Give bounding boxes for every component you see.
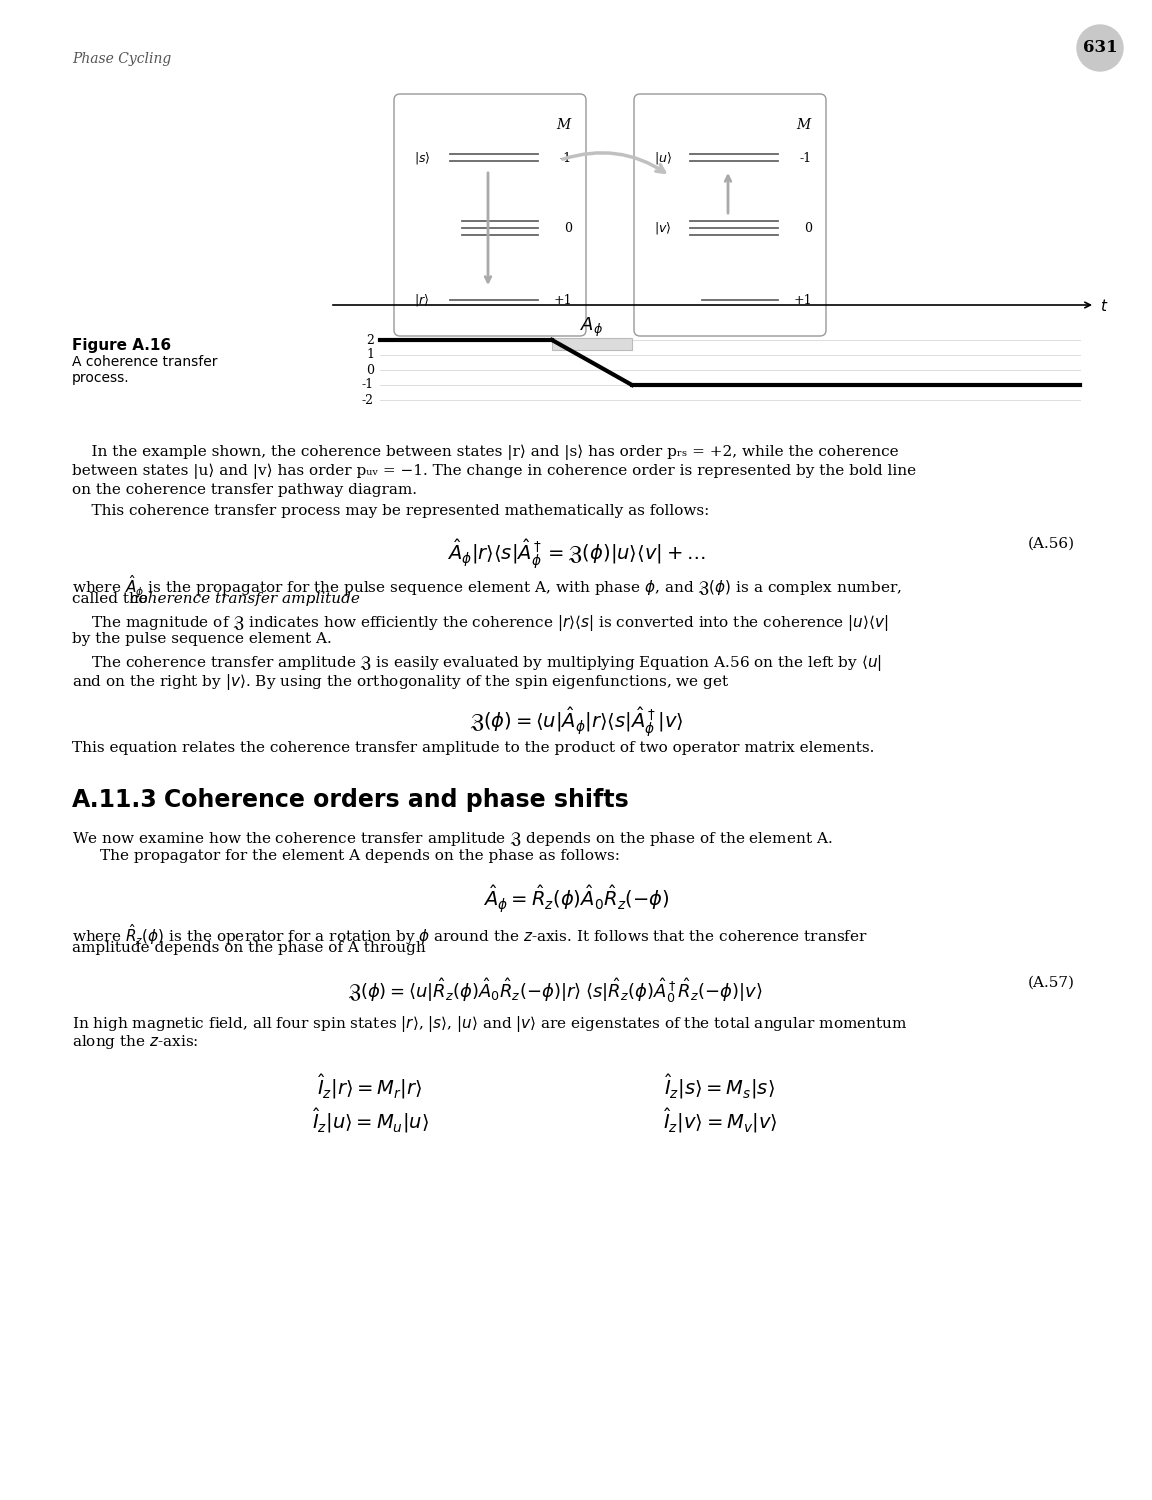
FancyArrowPatch shape	[562, 153, 665, 173]
Text: Figure A.16: Figure A.16	[71, 338, 172, 352]
Text: 631: 631	[1083, 39, 1117, 57]
Text: 0: 0	[804, 222, 812, 234]
Text: $|v\rangle$: $|v\rangle$	[654, 220, 672, 236]
Text: and on the right by $|v\rangle$. By using the orthogonality of the spin eigenfun: and on the right by $|v\rangle$. By usin…	[71, 672, 729, 692]
Text: .: .	[310, 592, 314, 606]
Text: -2: -2	[362, 393, 374, 406]
Text: We now examine how the coherence transfer amplitude $\mathfrak{Z}$ depends on th: We now examine how the coherence transfe…	[71, 830, 833, 848]
Text: process.: process.	[71, 370, 130, 386]
Text: $\hat{A}_\phi = \hat{R}_z(\phi)\hat{A}_0\hat{R}_z(-\phi)$: $\hat{A}_\phi = \hat{R}_z(\phi)\hat{A}_0…	[483, 884, 669, 915]
Text: $\hat{I}_z|s\rangle = M_s|s\rangle$: $\hat{I}_z|s\rangle = M_s|s\rangle$	[665, 1072, 775, 1101]
FancyBboxPatch shape	[394, 94, 586, 336]
Text: (A.57): (A.57)	[1028, 976, 1075, 990]
Text: The magnitude of $\mathfrak{Z}$ indicates how efficiently the coherence $|r\rang: The magnitude of $\mathfrak{Z}$ indicate…	[71, 614, 888, 633]
Text: $\hat{I}_z|u\rangle = M_u|u\rangle$: $\hat{I}_z|u\rangle = M_u|u\rangle$	[311, 1106, 429, 1136]
Bar	[552, 338, 632, 350]
Text: This equation relates the coherence transfer amplitude to the product of two ope: This equation relates the coherence tran…	[71, 741, 874, 754]
Text: A.11.3: A.11.3	[71, 788, 158, 812]
Text: along the $z$-axis:: along the $z$-axis:	[71, 1034, 198, 1052]
Text: 1: 1	[366, 348, 374, 361]
Text: In high magnetic field, all four spin states $|r\rangle$, $|s\rangle$, $|u\rangl: In high magnetic field, all four spin st…	[71, 1014, 908, 1034]
Text: where $\hat{A}_\phi$ is the propagator for the pulse sequence element A, with ph: where $\hat{A}_\phi$ is the propagator f…	[71, 573, 902, 600]
Circle shape	[1077, 26, 1123, 70]
Text: $t$: $t$	[1100, 298, 1108, 314]
FancyBboxPatch shape	[634, 94, 826, 336]
Text: +1: +1	[553, 294, 573, 306]
Text: $\mathfrak{Z}(\phi) = \langle u|\hat{R}_z(\phi)\hat{A}_0\hat{R}_z(-\phi)|r\rangl: $\mathfrak{Z}(\phi) = \langle u|\hat{R}_…	[347, 976, 763, 1005]
Text: Phase Cycling: Phase Cycling	[71, 53, 172, 66]
Text: -1: -1	[362, 378, 374, 392]
Text: +1: +1	[794, 294, 812, 306]
Text: In the example shown, the coherence between states |r⟩ and |s⟩ has order pᵣₛ = +: In the example shown, the coherence betw…	[71, 446, 899, 460]
Text: A coherence transfer: A coherence transfer	[71, 356, 218, 369]
Text: called the: called the	[71, 592, 153, 606]
Text: (A.56): (A.56)	[1028, 537, 1075, 550]
Text: on the coherence transfer pathway diagram.: on the coherence transfer pathway diagra…	[71, 483, 417, 496]
Text: The coherence transfer amplitude $\mathfrak{Z}$ is easily evaluated by multiplyi: The coherence transfer amplitude $\mathf…	[71, 652, 881, 674]
Text: where $\hat{R}_z(\phi)$ is the operator for a rotation by $\phi$ around the $z$-: where $\hat{R}_z(\phi)$ is the operator …	[71, 922, 867, 946]
Text: 2: 2	[366, 333, 374, 346]
Text: $\hat{A}_\phi|r\rangle\langle s|\hat{A}_\phi^\dagger = \mathfrak{Z}(\phi)|u\rang: $\hat{A}_\phi|r\rangle\langle s|\hat{A}_…	[447, 537, 705, 570]
Text: $|s\rangle$: $|s\rangle$	[414, 150, 431, 166]
Text: $|u\rangle$: $|u\rangle$	[654, 150, 672, 166]
Text: 0: 0	[564, 222, 573, 234]
Text: between states |u⟩ and |v⟩ has order pᵤᵥ = −1. The change in coherence order is : between states |u⟩ and |v⟩ has order pᵤᵥ…	[71, 464, 916, 480]
Text: 0: 0	[366, 363, 374, 376]
Text: coherence transfer amplitude: coherence transfer amplitude	[130, 592, 359, 606]
Text: $\hat{I}_z|r\rangle = M_r|r\rangle$: $\hat{I}_z|r\rangle = M_r|r\rangle$	[318, 1072, 423, 1101]
Text: This coherence transfer process may be represented mathematically as follows:: This coherence transfer process may be r…	[71, 504, 710, 518]
Text: amplitude depends on the phase of A through: amplitude depends on the phase of A thro…	[71, 940, 426, 956]
Text: $\mathfrak{Z}(\phi) = \langle u|\hat{A}_\phi|r\rangle\langle s|\hat{A}_\phi^\dag: $\mathfrak{Z}(\phi) = \langle u|\hat{A}_…	[469, 705, 683, 738]
Text: M: M	[796, 118, 810, 132]
Text: by the pulse sequence element A.: by the pulse sequence element A.	[71, 632, 332, 646]
Text: Coherence orders and phase shifts: Coherence orders and phase shifts	[164, 788, 629, 812]
Text: The propagator for the element A depends on the phase as follows:: The propagator for the element A depends…	[100, 849, 620, 862]
Text: $A_\phi$: $A_\phi$	[581, 315, 604, 339]
Text: $\hat{I}_z|v\rangle = M_v|v\rangle$: $\hat{I}_z|v\rangle = M_v|v\rangle$	[662, 1106, 778, 1136]
Text: M: M	[555, 118, 570, 132]
Text: $|r\rangle$: $|r\rangle$	[414, 292, 429, 308]
Text: -1: -1	[560, 152, 573, 165]
Text: -1: -1	[799, 152, 812, 165]
